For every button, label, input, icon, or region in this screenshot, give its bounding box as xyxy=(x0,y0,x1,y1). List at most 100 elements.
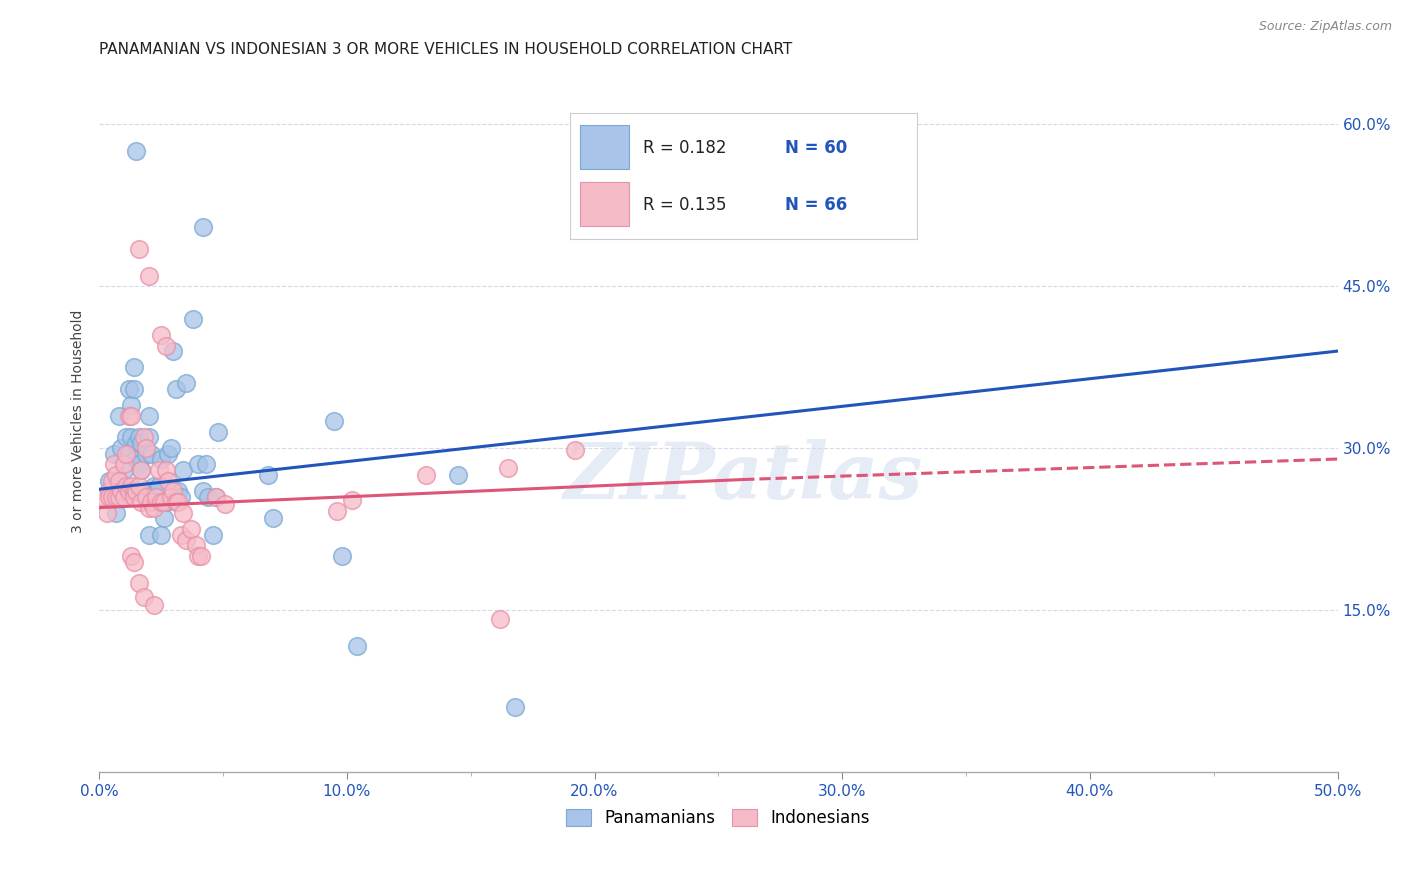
Point xyxy=(142,500,165,515)
Point xyxy=(138,430,160,444)
Point xyxy=(141,447,163,461)
Point xyxy=(112,490,135,504)
Point xyxy=(112,458,135,472)
Point xyxy=(115,447,138,461)
Point xyxy=(489,612,512,626)
Point xyxy=(330,549,353,564)
Point xyxy=(145,484,167,499)
Point xyxy=(120,549,142,564)
Point xyxy=(125,145,148,159)
Point xyxy=(340,493,363,508)
Point xyxy=(160,441,183,455)
Point xyxy=(138,527,160,541)
Point xyxy=(110,484,132,499)
Point xyxy=(120,479,142,493)
Text: Source: ZipAtlas.com: Source: ZipAtlas.com xyxy=(1258,20,1392,33)
Point xyxy=(323,414,346,428)
Point xyxy=(138,500,160,515)
Point xyxy=(256,468,278,483)
Point xyxy=(118,447,141,461)
Point xyxy=(142,598,165,612)
Point xyxy=(162,344,184,359)
Point xyxy=(150,495,173,509)
Point xyxy=(346,639,368,653)
Point xyxy=(129,495,152,509)
Point xyxy=(100,474,122,488)
Point xyxy=(165,495,187,509)
Point xyxy=(135,447,157,461)
Point xyxy=(145,490,167,504)
Point xyxy=(165,382,187,396)
Point xyxy=(135,441,157,455)
Point xyxy=(128,458,150,472)
Point xyxy=(174,376,197,391)
Point xyxy=(118,382,141,396)
Point xyxy=(148,479,170,493)
Point xyxy=(167,484,190,499)
Point xyxy=(262,511,284,525)
Point xyxy=(503,700,526,714)
Point xyxy=(207,425,229,439)
Point xyxy=(138,409,160,423)
Point xyxy=(172,463,194,477)
Point xyxy=(187,549,209,564)
Point xyxy=(118,484,141,499)
Point xyxy=(128,242,150,256)
Text: ZIPatlas: ZIPatlas xyxy=(564,439,922,516)
Point xyxy=(160,490,183,504)
Point xyxy=(138,268,160,283)
Point xyxy=(110,441,132,455)
Point xyxy=(447,468,470,483)
Point xyxy=(103,458,125,472)
Point xyxy=(105,468,128,483)
Point xyxy=(122,382,145,396)
Point xyxy=(120,398,142,412)
Point xyxy=(180,522,202,536)
Legend: Panamanians, Indonesians: Panamanians, Indonesians xyxy=(560,803,877,834)
Point xyxy=(141,495,163,509)
Point xyxy=(172,506,194,520)
Point xyxy=(150,527,173,541)
Point xyxy=(125,484,148,499)
Point xyxy=(125,452,148,467)
Point xyxy=(170,527,193,541)
Point xyxy=(167,495,190,509)
Point xyxy=(100,490,122,504)
Point xyxy=(152,511,174,525)
Point xyxy=(112,490,135,504)
Point xyxy=(122,360,145,375)
Point xyxy=(120,409,142,423)
Point xyxy=(118,409,141,423)
Point xyxy=(202,527,225,541)
Point xyxy=(132,590,155,604)
Point xyxy=(187,458,209,472)
Point xyxy=(145,490,167,504)
Point xyxy=(129,463,152,477)
Point xyxy=(98,490,121,504)
Point xyxy=(105,490,128,504)
Point xyxy=(214,497,236,511)
Point xyxy=(98,484,121,499)
Point xyxy=(98,474,121,488)
Point xyxy=(128,479,150,493)
Point xyxy=(129,435,152,450)
Point xyxy=(128,430,150,444)
Point xyxy=(108,474,131,488)
Point xyxy=(150,327,173,342)
Point xyxy=(150,452,173,467)
Point xyxy=(129,463,152,477)
Point xyxy=(191,484,214,499)
Point xyxy=(155,463,177,477)
Point xyxy=(122,490,145,504)
Point xyxy=(125,435,148,450)
Point xyxy=(108,490,131,504)
Point xyxy=(96,506,118,520)
Point xyxy=(122,484,145,499)
Point xyxy=(120,430,142,444)
Point xyxy=(190,549,212,564)
Point xyxy=(142,479,165,493)
Point xyxy=(191,219,214,234)
Point xyxy=(155,495,177,509)
Point xyxy=(174,533,197,547)
Point xyxy=(155,339,177,353)
